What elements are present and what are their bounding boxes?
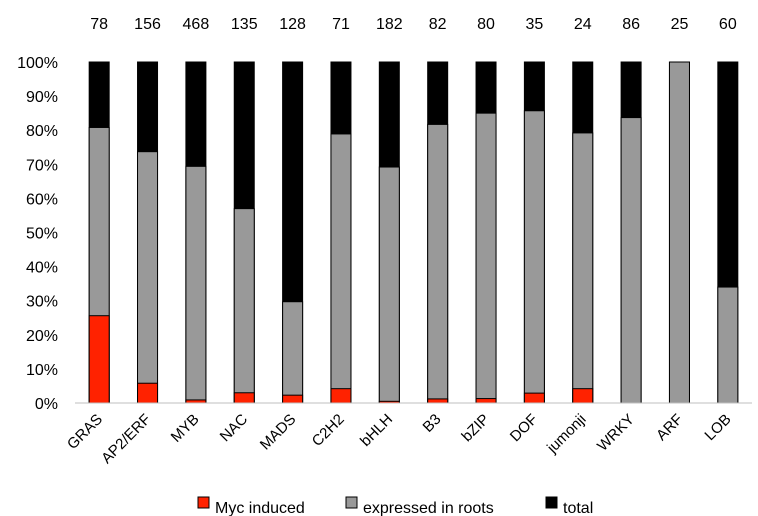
- bar-myc-induced-c2h2: [330, 388, 352, 404]
- x-category-label: bZIP: [458, 411, 492, 445]
- bar-expressed-in-roots-lob: [717, 286, 739, 404]
- x-category-label: WRKY: [594, 411, 638, 455]
- bar-expressed-in-roots-c2h2: [330, 133, 352, 404]
- x-category-label: MADS: [257, 411, 300, 454]
- bar-expressed-in-roots-mads: [282, 301, 304, 404]
- x-category-label: B3: [420, 411, 445, 436]
- y-tick-label: 30%: [26, 294, 58, 311]
- x-category-label: C2H2: [309, 411, 348, 450]
- total-count-label: 468: [183, 16, 210, 33]
- legend-label-total: total: [563, 500, 593, 516]
- bar-expressed-in-roots-ap2-erf: [137, 151, 159, 404]
- y-tick-label: 90%: [26, 89, 58, 106]
- total-count-label: 86: [622, 16, 640, 33]
- bar-expressed-in-roots-nac: [233, 208, 255, 404]
- legend-label-myc-induced: Myc induced: [215, 500, 305, 516]
- total-count-label: 60: [719, 16, 737, 33]
- y-tick-label: 20%: [26, 328, 58, 345]
- category-totals: 78 156 468 135 128 71 182 82 80 35 24 86 25 60: [90, 16, 737, 33]
- y-tick-label: 100%: [17, 55, 58, 72]
- legend: Myc induced expressed in roots total: [197, 496, 593, 516]
- x-category-label: GRAS: [64, 411, 106, 453]
- legend-swatch-myc-induced: [197, 496, 210, 509]
- bar-myc-induced-nac: [233, 392, 255, 404]
- y-axis-ticks: 0% 10% 20% 30% 40% 50% 60% 70% 80% 90% 100%: [17, 55, 58, 413]
- total-count-label: 78: [90, 16, 108, 33]
- x-category-label: AP2/ERF: [98, 411, 154, 467]
- bar-expressed-in-roots-bzip: [475, 112, 497, 404]
- legend-swatch-total: [545, 496, 558, 509]
- x-category-label: NAC: [217, 411, 252, 446]
- x-category-label: DOF: [507, 411, 541, 445]
- y-tick-label: 70%: [26, 157, 58, 174]
- bar-expressed-in-roots-jumonji: [572, 132, 594, 404]
- bar-expressed-in-roots-myb: [185, 165, 207, 404]
- bar-expressed-in-roots-wrky: [620, 117, 642, 404]
- total-count-label: 80: [477, 16, 495, 33]
- bars: [88, 61, 739, 404]
- total-count-label: 182: [376, 16, 403, 33]
- y-tick-label: 0%: [35, 396, 58, 413]
- y-tick-label: 50%: [26, 226, 58, 243]
- total-count-label: 135: [231, 16, 258, 33]
- y-tick-label: 80%: [26, 123, 58, 140]
- bar-expressed-in-roots-arf: [668, 61, 690, 404]
- total-count-label: 82: [429, 16, 447, 33]
- x-category-label: ARF: [653, 411, 686, 444]
- bar-myc-induced-b3: [427, 398, 449, 404]
- bar-expressed-in-roots-b3: [427, 123, 449, 404]
- total-count-label: 71: [332, 16, 350, 33]
- total-count-label: 35: [525, 16, 543, 33]
- total-count-label: 156: [134, 16, 161, 33]
- y-tick-label: 40%: [26, 260, 58, 277]
- x-category-label: jumonji: [543, 411, 589, 457]
- bar-myc-induced-gras: [88, 315, 110, 404]
- legend-label-expressed-in-roots: expressed in roots: [363, 500, 494, 516]
- total-count-label: 128: [279, 16, 306, 33]
- bar-myc-induced-dof: [523, 392, 545, 404]
- total-count-label: 25: [671, 16, 689, 33]
- y-tick-label: 10%: [26, 362, 58, 379]
- bar-expressed-in-roots-bhlh: [378, 166, 400, 404]
- x-category-label: LOB: [701, 411, 734, 444]
- x-category-label: bHLH: [357, 411, 396, 450]
- bar-myc-induced-mads: [282, 394, 304, 404]
- x-category-label: MYB: [168, 411, 203, 446]
- bar-myc-induced-jumonji: [572, 388, 594, 404]
- bar-myc-induced-bzip: [475, 398, 497, 404]
- bar-expressed-in-roots-dof: [523, 110, 545, 404]
- bar-myc-induced-ap2-erf: [137, 382, 159, 404]
- y-tick-label: 60%: [26, 191, 58, 208]
- total-count-label: 24: [574, 16, 592, 33]
- legend-swatch-expressed-in-roots: [345, 496, 358, 509]
